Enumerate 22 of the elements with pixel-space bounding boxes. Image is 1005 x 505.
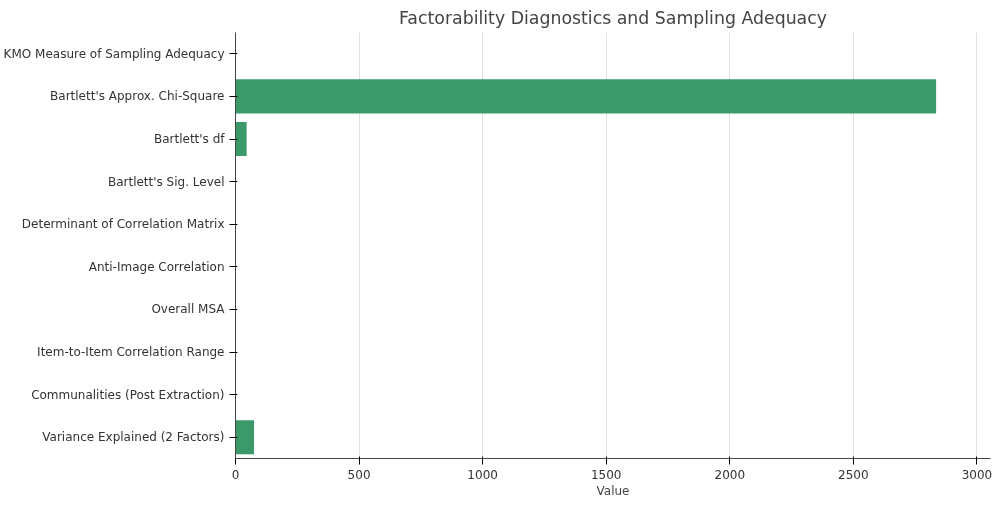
- y-tick-label: Communalities (Post Extraction): [31, 387, 225, 402]
- x-tick-label: 0: [231, 467, 240, 482]
- y-tick-label: Overall MSA: [151, 302, 226, 317]
- x-tick-label: 2500: [838, 467, 869, 482]
- x-tick-label: 500: [347, 467, 371, 482]
- y-tick-label: Bartlett's Sig. Level: [107, 174, 225, 189]
- y-tick-label: Bartlett's Approx. Chi-Square: [50, 89, 225, 104]
- x-tick-label: 3000: [961, 467, 993, 482]
- bar: [235, 420, 255, 455]
- y-tick-label: Anti-Image Correlation: [88, 259, 225, 274]
- y-tick-label: Item-to-Item Correlation Range: [37, 345, 225, 359]
- y-tick-label: KMO Measure of Sampling Adequacy: [3, 46, 225, 61]
- y-tick-label: Determinant of Correlation Matrix: [21, 217, 225, 232]
- bar: [235, 79, 937, 114]
- bar: [235, 121, 247, 157]
- y-tick-label: Variance Explained (2 Factors): [42, 430, 225, 445]
- y-tick-label: Bartlett's df: [153, 132, 226, 146]
- x-tick-label: 2000: [714, 467, 746, 482]
- x-tick-label: 1500: [590, 467, 622, 482]
- chart-title: Factorability Diagnostics and Sampling Adequacy: [398, 7, 828, 28]
- x-axis-title: Value: [596, 483, 630, 498]
- x-tick-label: 1000: [467, 467, 498, 482]
